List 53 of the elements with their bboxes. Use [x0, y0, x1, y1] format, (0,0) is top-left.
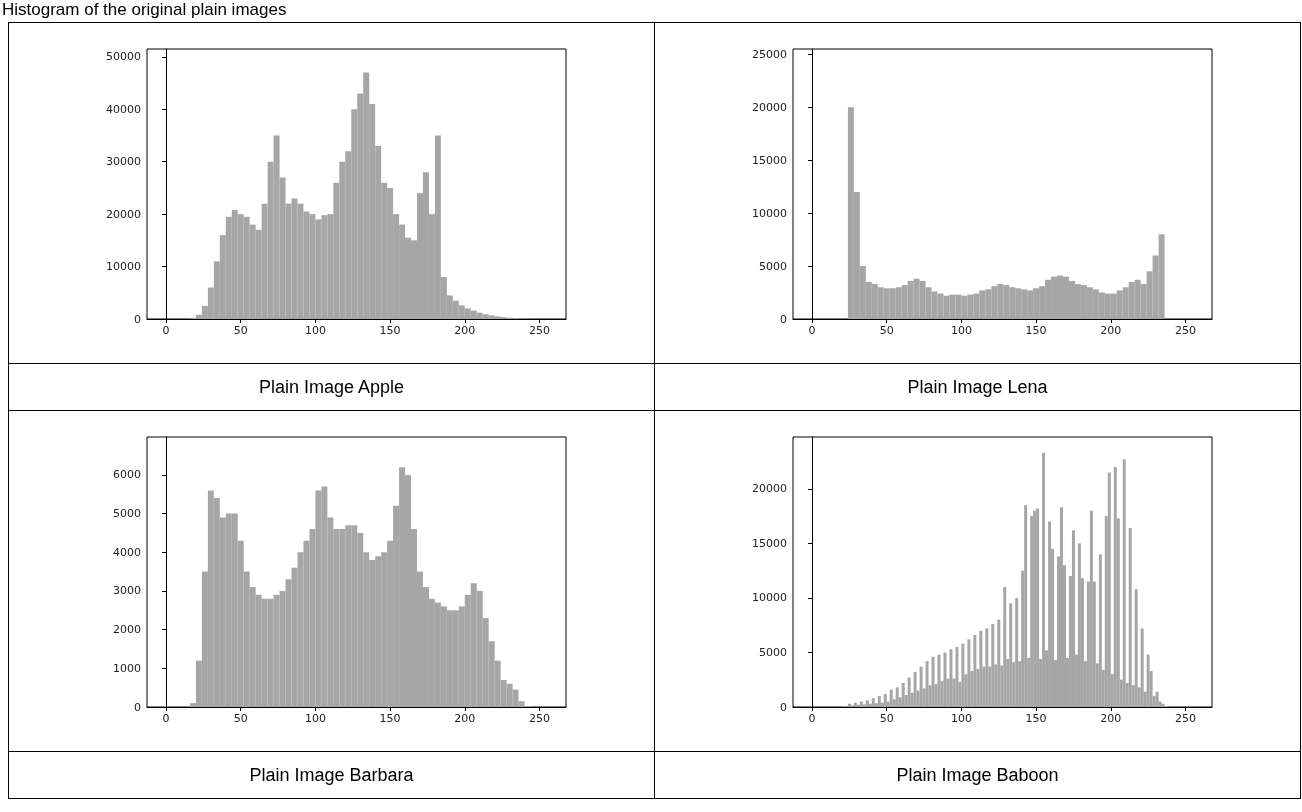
chart-title: Histogram of the original plain images — [2, 0, 287, 20]
x-tick-label: 150 — [379, 324, 401, 337]
x-tick-label: 150 — [1025, 712, 1047, 725]
x-tick-label: 250 — [1174, 712, 1196, 725]
y-tick-label: 20000 — [106, 207, 141, 221]
y-tick-label: 1000 — [113, 661, 141, 675]
x-tick-label: 150 — [379, 712, 401, 725]
y-tick-label: 2000 — [113, 623, 141, 637]
y-tick-label: 6000 — [113, 468, 141, 482]
x-tick-label: 100 — [950, 712, 972, 725]
x-tick-label: 100 — [304, 324, 326, 337]
y-tick-label: 15000 — [752, 536, 787, 550]
x-tick-label: 250 — [528, 324, 550, 337]
x-tick-label: 50 — [879, 712, 894, 725]
x-axis-title: Plain Image Apple — [8, 363, 655, 411]
y-tick-label: 10000 — [752, 591, 787, 605]
x-axis-title: Plain Image Lena — [654, 363, 1301, 411]
y-tick-label: 50000 — [106, 50, 141, 64]
x-tick-label: 200 — [1100, 712, 1122, 725]
x-tick-label: 200 — [454, 324, 476, 337]
y-tick-label: 25000 — [752, 47, 787, 61]
x-tick-label: 0 — [162, 324, 170, 337]
x-axis-title: Plain Image Barbara — [8, 751, 655, 799]
y-tick-label: 5000 — [759, 645, 787, 659]
x-axis-title: Plain Image Baboon — [654, 751, 1301, 799]
x-tick-label: 100 — [304, 712, 326, 725]
x-tick-label: 100 — [950, 324, 972, 337]
y-tick-label: 40000 — [106, 102, 141, 116]
y-tick-label: 4000 — [113, 545, 141, 559]
x-tick-label: 150 — [1025, 324, 1047, 337]
x-tick-label: 0 — [162, 712, 170, 725]
y-tick-label: 15000 — [752, 153, 787, 167]
x-tick-label: 0 — [808, 324, 816, 337]
x-tick-label: 50 — [879, 324, 894, 337]
y-tick-label: 3000 — [113, 584, 141, 598]
x-tick-label: 0 — [808, 712, 816, 725]
y-tick-label: 30000 — [106, 155, 141, 169]
y-tick-label: 20000 — [752, 482, 787, 496]
x-tick-label: 250 — [528, 712, 550, 725]
x-tick-label: 50 — [233, 712, 248, 725]
x-tick-label: 200 — [454, 712, 476, 725]
y-tick-label: 0 — [780, 312, 787, 326]
y-tick-label: 0 — [134, 312, 141, 326]
y-tick-label: 5000 — [113, 507, 141, 521]
y-tick-label: 5000 — [759, 259, 787, 273]
x-tick-label: 250 — [1174, 324, 1196, 337]
y-tick-label: 0 — [134, 700, 141, 714]
x-tick-label: 50 — [233, 324, 248, 337]
y-tick-label: 10000 — [106, 260, 141, 274]
y-tick-label: 20000 — [752, 100, 787, 114]
x-tick-label: 200 — [1100, 324, 1122, 337]
y-tick-label: 10000 — [752, 206, 787, 220]
y-tick-label: 0 — [780, 700, 787, 714]
